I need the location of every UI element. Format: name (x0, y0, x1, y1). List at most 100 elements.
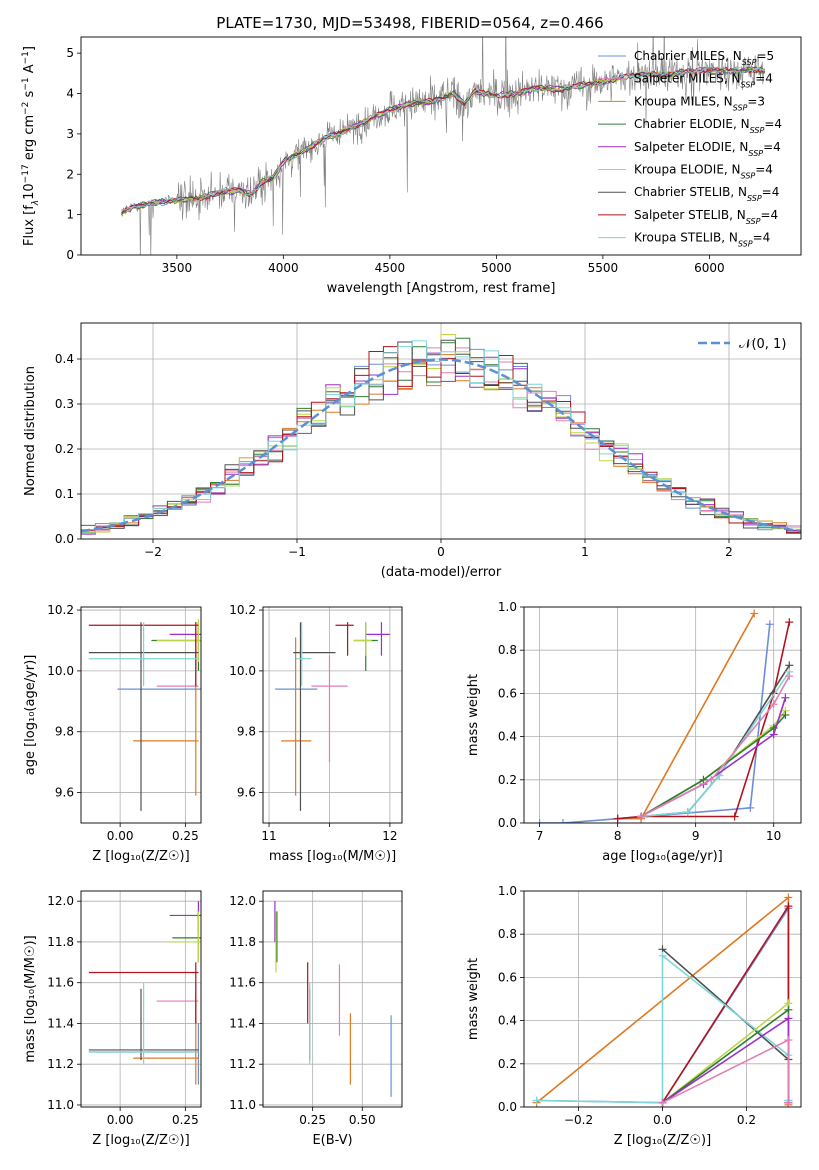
histogram-kroupa_stelib (81, 340, 801, 537)
x-tick-label: 0 (437, 545, 445, 559)
x-tick-label: 0.50 (349, 1113, 376, 1127)
legend-sub: SSP (750, 126, 765, 135)
y-tick-label: 0.0 (498, 816, 517, 830)
y-axis-label: Flux [fλ10−17 erg cm−2 s−1 A−1] (21, 46, 41, 246)
legend-sub: SSP (748, 148, 763, 157)
y-tick-label: 12.0 (47, 894, 74, 908)
legend-text: Salpeter MILES, N (634, 72, 741, 86)
y-label-part: Flux [f (22, 205, 37, 246)
y-axis-label: mass weight (466, 958, 481, 1040)
series-kroupa_stelib (536, 954, 790, 1104)
x-tick-label: 3500 (162, 261, 193, 275)
series-salpeter_stelib (617, 621, 791, 820)
y-tick-label: 2 (66, 167, 74, 181)
x-axis-label: wavelength [Angstrom, rest frame] (327, 281, 556, 296)
y-tick-label: 0.2 (55, 442, 74, 456)
x-tick-label: −0.2 (564, 1113, 593, 1127)
x-axis-label: E(B-V) (312, 1133, 352, 1148)
y-tick-label: 11.2 (47, 1057, 74, 1071)
x-tick-label: 0.2 (737, 1113, 756, 1127)
series-kroupa_miles (617, 613, 755, 820)
series-chabrier_elodie (662, 1009, 789, 1104)
series-kroupa_stelib (640, 671, 790, 818)
y-label-part: −1 (21, 51, 31, 64)
y-tick-label: 0.8 (498, 643, 517, 657)
y-tick-label: 11.8 (47, 935, 74, 949)
y-tick-label: 10.0 (47, 664, 74, 678)
y-tick-label: 11.4 (47, 1016, 74, 1030)
y-axis-label: mass [log₁₀(M/M☉)] (23, 935, 38, 1062)
legend-tail: =4 (753, 231, 771, 245)
x-tick-label: −2 (144, 545, 162, 559)
legend-text: Chabrier MILES, N (634, 49, 742, 63)
axes-frame (262, 890, 403, 1108)
y-tick-label: 0.4 (498, 730, 517, 744)
y-tick-label: 0.8 (498, 927, 517, 941)
axes-frame (80, 36, 802, 256)
legend-label-salpeter_stelib: Salpeter STELIB, NSSP=4 (634, 208, 778, 226)
y-tick-label: 10.0 (229, 664, 256, 678)
legend-label-chabrier_stelib: Chabrier STELIB, NSSP=4 (634, 185, 779, 203)
y-tick-label: 0.6 (498, 686, 517, 700)
x-tick-label: 9 (692, 829, 700, 843)
y-tick-label: 11.6 (47, 976, 74, 990)
plot-area (81, 323, 801, 539)
y-tick-label: 10.2 (47, 603, 74, 617)
panel-age_vs_Z: 0.00 0.25 9.6 9.8 10.0 10.2 Z [log₁₀(Z/Z☉)] age… (23, 603, 202, 864)
model-spectrum-salpeter_stelib (121, 66, 765, 214)
y-label-part: −17 (21, 164, 31, 183)
legend-tail: =4 (755, 163, 773, 177)
x-tick-label: 0.0 (653, 1113, 672, 1127)
observed-spectrum (121, 37, 765, 255)
legend-sub: SSP (742, 58, 757, 67)
x-tick-label: 0.00 (107, 829, 134, 843)
series-chabrier_stelib (661, 948, 790, 1101)
series-salpeter_miles (662, 1038, 790, 1104)
x-tick-label: 0.25 (172, 829, 199, 843)
y-label-part: −1 (21, 77, 31, 90)
legend-tail: =4 (755, 72, 773, 86)
plot-area (81, 891, 201, 1107)
legend-label-kroupa_stelib: Kroupa STELIB, NSSP=4 (634, 231, 770, 249)
x-axis-label: Z [log₁₀(Z/Z☉)] (614, 1133, 711, 1148)
y-tick-label: 0.2 (498, 773, 517, 787)
x-tick-label: −1 (288, 545, 306, 559)
x-tick-label: 2 (725, 545, 733, 559)
legend-tail: =3 (747, 94, 765, 108)
legend-text: Chabrier ELODIE, N (634, 117, 750, 131)
y-tick-label: 0.1 (55, 487, 74, 501)
x-axis-label: Z [log₁₀(Z/Z☉)] (92, 849, 189, 864)
x-tick-label: 0.25 (172, 1113, 199, 1127)
x-tick-label: 0.25 (299, 1113, 326, 1127)
legend-label-normal: 𝒩(0, 1) (739, 337, 786, 352)
series-chabrier_stelib (640, 664, 790, 818)
legend-label-kroupa_miles: Kroupa MILES, NSSP=3 (634, 94, 765, 112)
x-axis-label: mass [log₁₀(M/M☉)] (269, 849, 396, 864)
panel-weight_vs_Z: −0.2 0.0 0.2 0.0 0.2 0.4 0.6 0.8 1.0 Z [log₁₀(Z/Z… (466, 884, 802, 1148)
x-tick-label: 4000 (268, 261, 299, 275)
series-salpeter_elodie (662, 1016, 790, 1104)
y-tick-label: 0.2 (498, 1057, 517, 1071)
chart-title: PLATE=1730, MJD=53498, FIBERID=0564, z=0… (216, 14, 603, 32)
y-tick-label: 0.6 (498, 970, 517, 984)
y-tick-label: 0.0 (498, 1100, 517, 1114)
axes-frame (80, 890, 202, 1108)
plot-area (263, 891, 402, 1107)
legend-label-chabrier_elodie: Chabrier ELODIE, NSSP=4 (634, 117, 782, 135)
axes-frame (80, 322, 802, 540)
legend-label-kroupa_elodie: Kroupa ELODIE, NSSP=4 (634, 163, 773, 181)
y-label-part: λ (31, 200, 41, 206)
legend-tail: =4 (762, 185, 780, 199)
legend-text: Salpeter STELIB, N (634, 208, 746, 222)
x-tick-label: 12 (382, 829, 397, 843)
y-tick-label: 9.6 (55, 786, 74, 800)
plot-area (121, 37, 766, 255)
y-tick-label: 0.3 (55, 397, 74, 411)
legend-label-chabrier_miles: Chabrier MILES, NSSP=5 (634, 49, 774, 67)
y-tick-label: 11.4 (229, 1016, 256, 1030)
axes-frame (523, 890, 802, 1108)
x-axis-label: age [log₁₀(age/yr)] (602, 849, 723, 864)
y-tick-label: 1.0 (498, 600, 517, 614)
y-tick-label: 9.8 (55, 725, 74, 739)
